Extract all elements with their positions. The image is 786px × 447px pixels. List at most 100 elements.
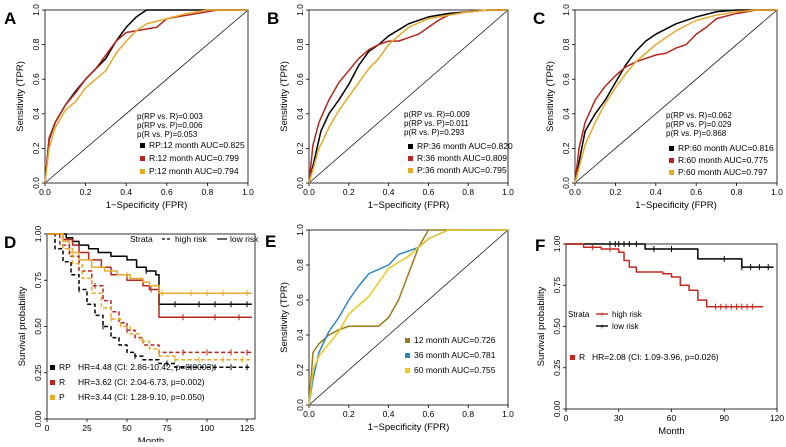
legend-label: RP:60 month AUC=0.816	[678, 143, 774, 153]
reference-diagonal	[574, 9, 778, 184]
y-tick-label: 0.6	[31, 73, 41, 85]
y-tick-label: 0.8	[561, 38, 571, 50]
legend-label: 60 month AUC=0.755	[414, 365, 496, 375]
y-tick-label: 0.25	[33, 364, 43, 381]
series-line-r-12-month-auc-0-799	[44, 9, 248, 184]
legend-swatch	[570, 355, 575, 360]
x-tick-label: 0.2	[343, 409, 355, 419]
plot-area	[574, 9, 778, 184]
x-tick-label: 50	[122, 423, 132, 433]
legend-swatch	[140, 169, 145, 174]
y-tick-label: 0.0	[561, 177, 571, 189]
p-value-text: p(RP vs. R)=0.009	[404, 110, 470, 119]
y-tick-label: 0.6	[295, 294, 305, 306]
panel-e: E 0.0 0.2 0.4 0.6 0.8 1.0 0.0 0.2 0.4 0.6 0.8 1.0 1−S…	[265, 224, 514, 433]
y-axis-label: Sensitivity (TPR)	[279, 282, 290, 353]
series-line-high-risk	[566, 243, 763, 308]
plot-area	[308, 229, 509, 406]
x-tick-label: 100	[200, 423, 214, 433]
legend-swatch	[140, 156, 145, 161]
y-axis-label: Sensitivity (TPR)	[545, 61, 556, 132]
x-tick-label: 0.0	[303, 187, 315, 197]
series-line-60-month-auc-0-755	[308, 229, 508, 406]
panel-letter: C	[533, 9, 545, 28]
panel-d: D 0 25 50 75 100 125 0.00 0.25 0.50 0.75 1.00 Month S…	[4, 225, 259, 447]
legend-label: P:36 month AUC=0.795	[417, 165, 507, 175]
legend-swatch	[669, 170, 674, 175]
series-line-rp-high-risk	[47, 233, 252, 368]
x-tick-label: 1.0	[242, 187, 254, 197]
panel-letter: E	[265, 232, 276, 251]
y-tick-label: 1.0	[561, 4, 571, 16]
x-tick-label: 30	[614, 413, 624, 423]
legend-swatch	[408, 144, 413, 149]
x-tick-label: 1.0	[502, 187, 514, 197]
y-tick-label: 1.0	[295, 4, 305, 16]
y-tick-label: 1.00	[33, 225, 43, 242]
x-axis-label: 1−Specificity (FPR)	[635, 200, 717, 211]
p-value-text: p(RP vs. P)=0.029	[666, 120, 732, 129]
legend-swatch	[408, 156, 413, 161]
legend-label: RP:12 month AUC=0.825	[149, 140, 245, 150]
legend-swatch	[50, 380, 55, 385]
legend-label: 12 month AUC=0.726	[414, 335, 496, 345]
strata-title: Strata	[568, 310, 590, 319]
legend-stat: HR=3.62 (CI: 2.04-6.73, p=0.002)	[78, 377, 205, 387]
legend-swatch	[50, 395, 55, 400]
y-tick-label: 0.00	[552, 400, 562, 417]
x-tick-label: 0.6	[422, 187, 434, 197]
y-tick-label: 1.0	[31, 4, 41, 16]
p-value-text: p(R vs. P)=0.293	[404, 128, 465, 137]
legend-label: R:36 month AUC=0.809	[417, 153, 507, 163]
x-tick-label: 0.0	[303, 409, 315, 419]
y-tick-label: 1.00	[552, 235, 562, 252]
x-tick-label: 75	[162, 423, 172, 433]
legend-stat: HR=4.48 (CI: 2.86-10.42, p=0.0003)	[78, 362, 214, 372]
y-tick-label: 0.0	[295, 399, 305, 411]
x-tick-label: 0.8	[462, 187, 474, 197]
x-tick-label: 0.4	[120, 187, 132, 197]
y-tick-label: 0.0	[295, 177, 305, 189]
x-tick-label: 0.8	[201, 187, 213, 197]
y-tick-label: 0.75	[33, 272, 43, 289]
y-tick-label: 0.4	[31, 108, 41, 120]
x-tick-label: 1.0	[771, 187, 783, 197]
y-axis-label: Survival probability	[17, 286, 28, 366]
y-axis-label: Sensitivity (TPR)	[279, 61, 290, 132]
y-tick-label: 0.00	[33, 410, 43, 427]
panel-letter: F	[535, 236, 545, 255]
legend-code: P	[59, 392, 65, 402]
p-value-text: p(RP vs. P)=0.011	[404, 119, 469, 128]
strata-label-high: high risk	[175, 234, 207, 244]
y-axis-label: Survival probability	[536, 286, 547, 366]
x-tick-label: 0.8	[462, 409, 474, 419]
x-axis-label: 1−Specificity (FPR)	[368, 422, 450, 433]
panel-f: F 0 30 60 90 120 0.00 0.25 0.50 0.75 1.00 Month Surv…	[535, 235, 784, 437]
legend-label: R:12 month AUC=0.799	[149, 153, 239, 163]
y-tick-label: 1.0	[295, 224, 305, 236]
series-line-p-high-risk	[47, 233, 252, 361]
legend-swatch	[408, 168, 413, 173]
strata-title: Strata	[130, 234, 153, 244]
x-tick-label: 0.6	[422, 409, 434, 419]
strata-label-low: low risk	[612, 322, 640, 331]
x-tick-label: 0.2	[609, 187, 621, 197]
y-tick-label: 0.2	[295, 142, 305, 154]
legend-label: P:12 month AUC=0.794	[149, 166, 239, 176]
y-tick-label: 0.25	[552, 359, 562, 376]
legend-code: R	[59, 377, 65, 387]
series-line-p-12-month-auc-0-794	[44, 9, 248, 184]
x-tick-label: 60	[667, 413, 677, 423]
legend-label: 36 month AUC=0.781	[414, 350, 496, 360]
series-line-p-low-risk	[47, 233, 252, 294]
x-tick-label: 0.6	[690, 187, 702, 197]
x-tick-label: 0.0	[569, 187, 581, 197]
legend-swatch	[140, 143, 145, 148]
strata-label-low: low risk	[230, 234, 259, 244]
series-line-p-36-month-auc-0-795	[308, 9, 508, 184]
x-axis-label: 1−Specificity (FPR)	[106, 200, 188, 211]
series-line-12-month-auc-0-726	[308, 229, 508, 406]
panel-a: A 0.0 0.2 0.4 0.6 0.8 1.0 0.0 0.2 0.4 0.6 0.8 1.0 1−S…	[4, 4, 254, 211]
